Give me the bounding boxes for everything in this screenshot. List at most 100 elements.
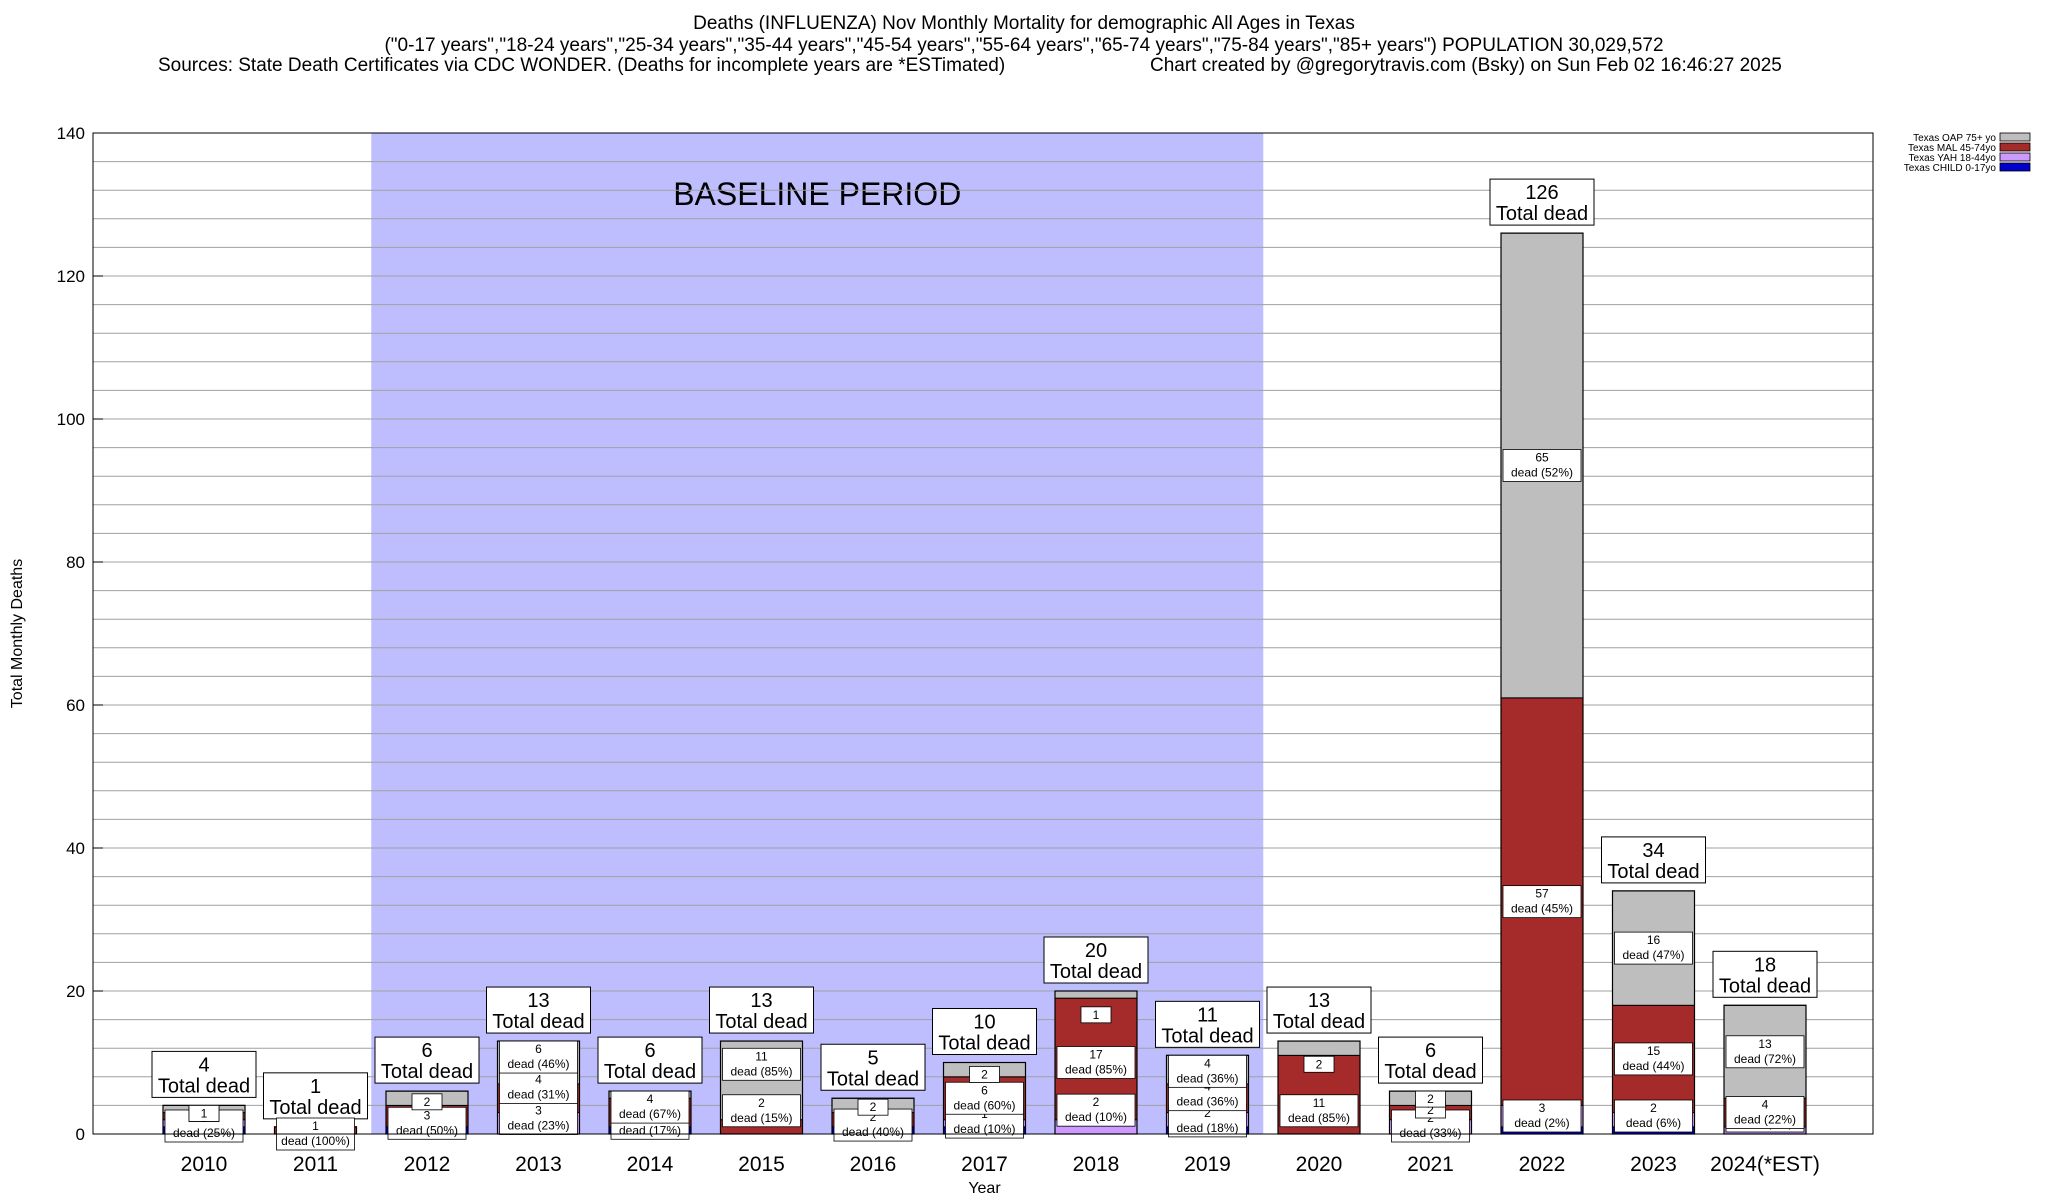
segment-percent-label: dead (2%) xyxy=(1514,1116,1569,1130)
segment-percent-label: dead (45%) xyxy=(1511,902,1573,916)
total-label-box xyxy=(597,1036,703,1084)
x-tick-label: 2017 xyxy=(961,1153,1008,1176)
segment-label-box xyxy=(722,1047,801,1081)
segment-label-box xyxy=(1502,449,1582,482)
total-label-box xyxy=(1712,950,1818,998)
total-value-label: 11 xyxy=(1197,1004,1218,1026)
segment-percent-label: dead (85%) xyxy=(1065,1063,1127,1077)
legend-label: Texas CHILD 0-17yo xyxy=(1904,163,1997,174)
bar-segment xyxy=(1054,990,1138,999)
segment-value-label: 1 xyxy=(312,1119,319,1133)
segment-value-label: 17 xyxy=(1089,1048,1103,1062)
x-tick-label: 2015 xyxy=(738,1153,785,1176)
segment-value-label: 2 xyxy=(1093,1095,1100,1109)
segment-label-box xyxy=(969,1066,1000,1083)
legend-swatch xyxy=(1999,162,2031,172)
total-dead-label: Total dead xyxy=(604,1061,696,1083)
y-tick-label: 40 xyxy=(66,839,85,858)
total-value-label: 6 xyxy=(644,1040,655,1062)
segment-value-label: 2 xyxy=(1427,1092,1434,1106)
segment-label-box xyxy=(188,1105,220,1122)
segment-percent-label: dead (72%) xyxy=(1734,1052,1796,1066)
segment-percent-label: dead (44%) xyxy=(1622,1059,1684,1073)
segment-percent-label: dead (17%) xyxy=(619,1123,681,1137)
total-value-label: 1 xyxy=(310,1076,321,1098)
y-tick-label: 140 xyxy=(57,124,85,143)
baseline-period-band xyxy=(371,133,1264,1134)
segment-label-box xyxy=(1279,1094,1359,1128)
segment-label-box xyxy=(499,1071,578,1104)
segment-value-label: 2 xyxy=(1427,1103,1434,1117)
plot-frame xyxy=(92,132,1874,1135)
segment-label-box xyxy=(1080,1006,1112,1024)
segment-value-label: 2 xyxy=(981,1067,988,1081)
baseline-period-label: BASELINE PERIOD xyxy=(673,176,961,212)
total-label-box xyxy=(820,1043,926,1091)
bar-segment xyxy=(1277,1040,1361,1056)
segment-value-label: 2 xyxy=(870,1110,877,1124)
x-tick-label: 2011 xyxy=(293,1153,338,1176)
total-value-label: 126 xyxy=(1525,182,1558,204)
chart-credit: Chart created by @gregorytravis.com (Bsk… xyxy=(1150,55,1782,76)
segment-percent-label: dead (47%) xyxy=(1622,948,1684,962)
total-dead-label: Total dead xyxy=(715,1011,807,1033)
total-label-box xyxy=(1489,178,1595,226)
segment-percent-label: dead (22%) xyxy=(1734,1113,1796,1127)
total-label-box xyxy=(486,986,591,1034)
segment-percent-label: dead (36%) xyxy=(1176,1095,1238,1109)
total-dead-label: Total dead xyxy=(1384,1061,1476,1083)
segment-percent-label: dead (100%) xyxy=(281,1134,350,1148)
x-tick-label: 2018 xyxy=(1073,1153,1120,1176)
y-tick-label: 20 xyxy=(66,982,85,1001)
x-tick-label: 2019 xyxy=(1184,1153,1231,1176)
total-value-label: 5 xyxy=(867,1047,878,1069)
segment-label-box xyxy=(722,1094,801,1128)
total-value-label: 20 xyxy=(1085,940,1107,962)
segment-value-label: 2 xyxy=(1650,1101,1657,1115)
total-label-box xyxy=(1378,1036,1483,1084)
total-dead-label: Total dead xyxy=(938,1033,1030,1055)
total-dead-label: Total dead xyxy=(1607,861,1699,883)
segment-percent-label: dead (67%) xyxy=(619,1107,681,1121)
total-value-label: 4 xyxy=(198,1054,209,1076)
segment-value-label: 4 xyxy=(647,1092,654,1106)
total-dead-label: Total dead xyxy=(269,1097,361,1119)
segment-percent-label: dead (10%) xyxy=(953,1122,1015,1136)
segment-value-label: 1 xyxy=(1093,1008,1100,1022)
total-dead-label: Total dead xyxy=(1496,203,1588,225)
segment-value-label: 2 xyxy=(758,1096,765,1110)
segment-percent-label: dead (23%) xyxy=(507,1119,569,1133)
total-label-box xyxy=(1266,986,1372,1034)
segment-percent-label: dead (18%) xyxy=(1176,1121,1238,1135)
segment-label-box xyxy=(945,1081,1024,1115)
total-label-box xyxy=(932,1008,1037,1055)
total-label-box xyxy=(263,1072,368,1120)
total-label-box xyxy=(1601,836,1706,884)
x-tick-label: 2024(*EST) xyxy=(1710,1153,1820,1176)
segment-value-label: 3 xyxy=(424,1108,431,1122)
chart-subtitle: ("0-17 years","18-24 years","25-34 years… xyxy=(384,35,1664,56)
segment-percent-label: dead (46%) xyxy=(507,1057,569,1071)
total-value-label: 18 xyxy=(1754,954,1776,976)
total-dead-label: Total dead xyxy=(381,1061,473,1083)
total-dead-label: Total dead xyxy=(158,1075,250,1097)
total-value-label: 6 xyxy=(421,1040,432,1062)
x-tick-label: 2012 xyxy=(404,1153,451,1176)
segment-label-box xyxy=(1614,931,1693,965)
y-tick-label: 60 xyxy=(66,696,85,715)
total-dead-label: Total dead xyxy=(1273,1011,1365,1033)
total-label-box xyxy=(1155,1000,1260,1048)
segment-label-box xyxy=(499,1040,578,1074)
segment-value-label: 57 xyxy=(1535,887,1549,901)
segment-value-label: 11 xyxy=(755,1049,768,1063)
segment-label-box xyxy=(1168,1054,1247,1088)
segment-value-label: 2 xyxy=(1316,1057,1323,1071)
segment-percent-label: dead (10%) xyxy=(1065,1110,1127,1124)
total-label-box xyxy=(1043,936,1149,984)
segment-value-label: 4 xyxy=(1762,1098,1769,1112)
legend-label: Texas YAH 18-44yo xyxy=(1909,153,1997,164)
y-tick-label: 100 xyxy=(57,410,85,429)
segment-percent-label: dead (25%) xyxy=(173,1126,235,1140)
segment-percent-label: dead (31%) xyxy=(507,1088,569,1102)
